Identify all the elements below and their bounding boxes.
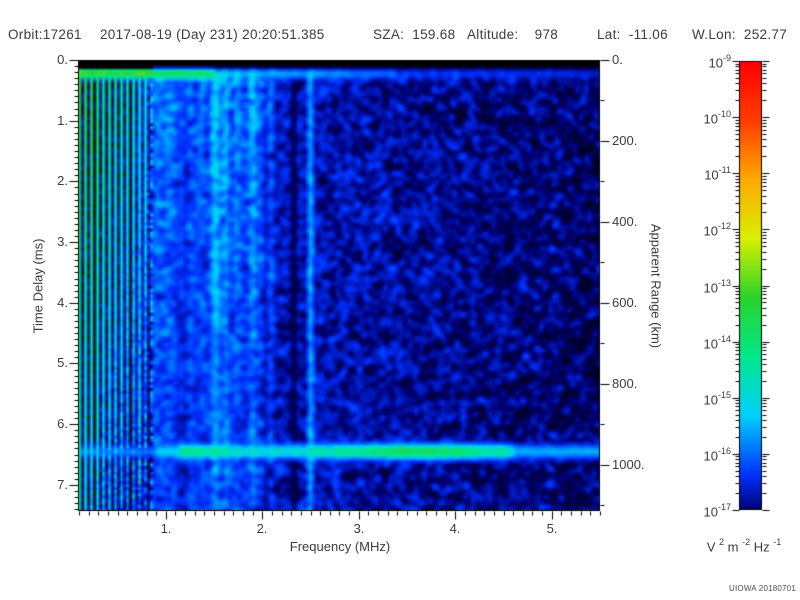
- y-left-tick-label: 2.: [57, 173, 68, 188]
- watermark: UIOWA 20180701: [729, 584, 796, 593]
- colorbar-units-label: V 2 m -2 Hz -1: [706, 537, 782, 555]
- y-left-tick-label: 3.: [57, 234, 68, 249]
- y-left-tick-label: 1.: [57, 113, 68, 128]
- y-right-tick-label: 1000.: [612, 457, 645, 472]
- x-axis-title-frequency: Frequency (MHz): [289, 539, 391, 554]
- y-left-tick-label: 6.: [57, 416, 68, 431]
- y-left-tick-label: 5.: [57, 355, 68, 370]
- header-sza: SZA: 159.68: [373, 27, 456, 42]
- x-tick-label: 4.: [449, 521, 461, 536]
- colorbar-tick-label: 10-16: [703, 446, 731, 464]
- header-datetime: 2017-08-19 (Day 231) 20:20:51.385: [100, 27, 325, 42]
- y-left-tick-label: 4.: [57, 295, 68, 310]
- colorbar-tick-label: 10-10: [703, 109, 731, 127]
- x-tick-label: 3.: [353, 521, 365, 536]
- header-altitude: Altitude: 978: [467, 27, 559, 42]
- colorbar-tick-label: 10-12: [703, 221, 731, 239]
- colorbar-tick-label: 10-14: [703, 334, 731, 352]
- y-right-tick-label: 600.: [612, 295, 638, 310]
- colorbar-tick-label: 10-13: [703, 278, 731, 296]
- colorbar-tick-label: 10-9: [708, 53, 731, 71]
- y-right-tick-label: 400.: [612, 214, 638, 229]
- y-right-tick-label: 0.: [612, 52, 623, 67]
- y-axis-title-time-delay: Time Delay (ms): [30, 238, 46, 334]
- y-left-tick-label: 7.: [57, 477, 68, 492]
- header-wlon: W.Lon: 252.77: [692, 27, 788, 42]
- y-right-tick-label: 200.: [612, 133, 638, 148]
- x-tick-label: 2.: [256, 521, 268, 536]
- header-orbit: Orbit:17261: [8, 27, 82, 42]
- y-left-tick-label: 0.: [57, 52, 68, 67]
- header-latitude: Lat: -11.06: [597, 27, 668, 42]
- x-tick-label: 1.: [160, 521, 172, 536]
- y-axis-title-apparent-range: Apparent Range (km): [648, 223, 664, 349]
- x-tick-label: 5.: [546, 521, 558, 536]
- y-right-tick-label: 800.: [612, 376, 638, 391]
- colorbar-tick-label: 10-15: [703, 390, 731, 408]
- colorbar-tick-label: 10-17: [703, 502, 731, 520]
- colorbar-tick-label: 10-11: [704, 165, 731, 183]
